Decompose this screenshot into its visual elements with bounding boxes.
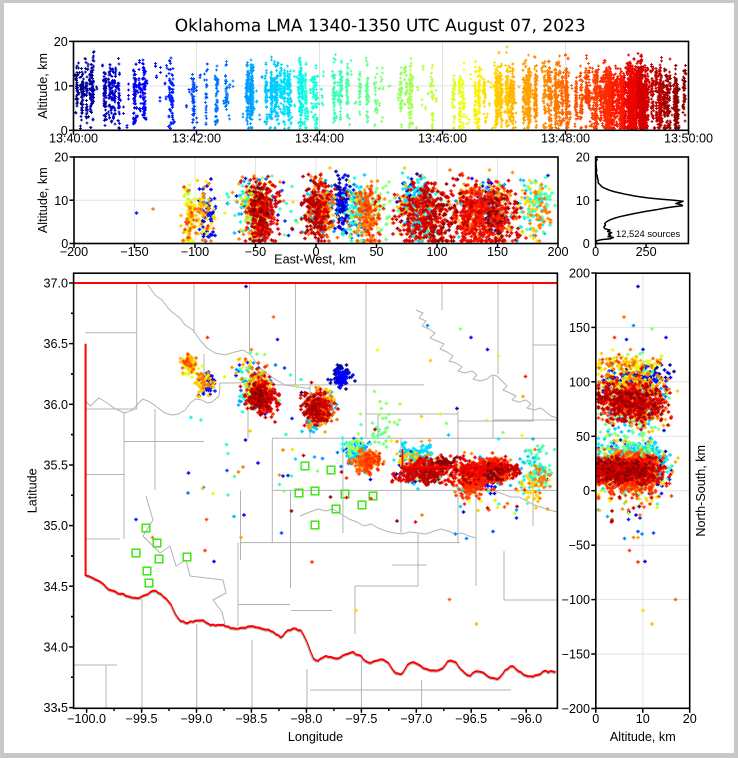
svg-text:−99.5: −99.5: [126, 712, 158, 726]
svg-text:−98.5: −98.5: [235, 712, 267, 726]
svg-text:−100: −100: [562, 593, 590, 607]
svg-text:Altitude, km: Altitude, km: [36, 53, 50, 119]
svg-text:13:46:00: 13:46:00: [418, 132, 467, 146]
svg-text:0: 0: [312, 245, 319, 259]
svg-text:200: 200: [547, 245, 568, 259]
svg-text:−97.5: −97.5: [345, 712, 377, 726]
svg-text:150: 150: [569, 321, 590, 335]
svg-text:−50: −50: [245, 245, 266, 259]
svg-text:−98.0: −98.0: [290, 712, 322, 726]
svg-text:0: 0: [592, 712, 599, 726]
svg-text:−97.0: −97.0: [400, 712, 432, 726]
svg-text:20: 20: [54, 35, 68, 49]
svg-text:0: 0: [583, 484, 590, 498]
svg-text:−200: −200: [562, 702, 590, 716]
svg-text:−100: −100: [181, 245, 209, 259]
svg-text:10: 10: [54, 79, 68, 93]
svg-text:36.5: 36.5: [43, 337, 68, 351]
svg-text:100: 100: [426, 245, 447, 259]
svg-text:34.5: 34.5: [43, 580, 68, 594]
svg-text:0: 0: [61, 237, 68, 251]
svg-text:10: 10: [636, 712, 650, 726]
svg-text:Altitude, km: Altitude, km: [610, 730, 676, 744]
svg-text:Longitude: Longitude: [288, 730, 343, 744]
svg-text:35.5: 35.5: [43, 458, 68, 472]
svg-text:13:42:00: 13:42:00: [172, 132, 221, 146]
svg-text:35.0: 35.0: [43, 519, 68, 533]
svg-text:−150: −150: [120, 245, 148, 259]
svg-text:100: 100: [569, 375, 590, 389]
svg-text:12,524 sources: 12,524 sources: [616, 228, 681, 239]
svg-text:50: 50: [576, 430, 590, 444]
svg-text:0: 0: [61, 124, 68, 138]
svg-text:−200: −200: [60, 245, 88, 259]
svg-text:34.0: 34.0: [43, 640, 68, 654]
svg-text:Altitude, km: Altitude, km: [36, 167, 50, 233]
svg-text:20: 20: [683, 712, 697, 726]
svg-text:0: 0: [592, 245, 599, 259]
svg-text:20: 20: [576, 151, 590, 165]
svg-text:−96.0: −96.0: [510, 712, 542, 726]
svg-text:50: 50: [369, 245, 383, 259]
svg-text:−50: −50: [569, 539, 590, 553]
svg-text:13:50:00: 13:50:00: [664, 132, 713, 146]
svg-text:Latitude: Latitude: [26, 468, 40, 513]
svg-text:10: 10: [576, 194, 590, 208]
svg-text:37.0: 37.0: [43, 277, 68, 291]
svg-text:−96.5: −96.5: [455, 712, 487, 726]
svg-text:0: 0: [583, 237, 590, 251]
svg-text:33.5: 33.5: [43, 701, 68, 715]
svg-text:13:40:00: 13:40:00: [49, 132, 98, 146]
svg-text:250: 250: [636, 245, 657, 259]
svg-text:−99.0: −99.0: [181, 712, 213, 726]
svg-text:−100.0: −100.0: [67, 712, 106, 726]
svg-text:−150: −150: [562, 648, 590, 662]
svg-text:13:48:00: 13:48:00: [541, 132, 590, 146]
svg-text:36.0: 36.0: [43, 398, 68, 412]
svg-text:200: 200: [569, 267, 590, 281]
svg-text:North-South, km: North-South, km: [694, 445, 708, 537]
svg-text:East-West, km: East-West, km: [274, 252, 356, 266]
svg-text:13:44:00: 13:44:00: [295, 132, 344, 146]
svg-text:150: 150: [487, 245, 508, 259]
svg-text:20: 20: [54, 151, 68, 165]
svg-text:10: 10: [54, 194, 68, 208]
